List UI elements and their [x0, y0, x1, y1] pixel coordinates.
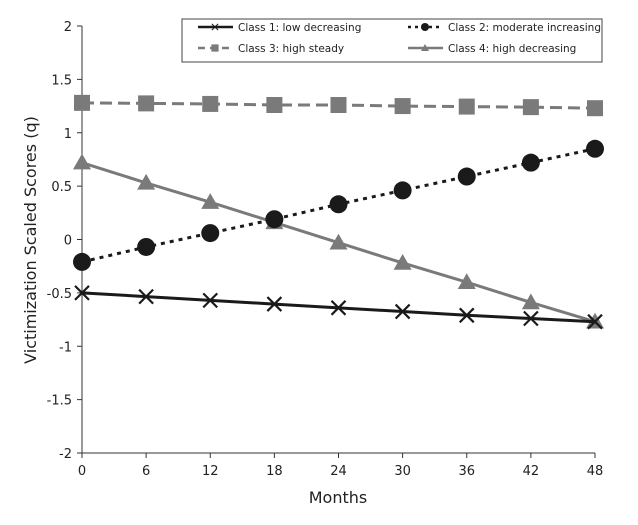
- circle-marker: [73, 252, 91, 271]
- x-tick-label: 48: [587, 464, 604, 479]
- legend-label: Class 4: high decreasing: [448, 43, 576, 55]
- x-stroke: [523, 310, 539, 327]
- y-axis-label: Victimization Scaled Scores (q): [21, 116, 40, 364]
- x-marker: [587, 313, 603, 330]
- y-tick-label: 2: [64, 20, 72, 35]
- y-tick-label: 1.5: [51, 73, 72, 88]
- x-tick-label: 18: [266, 464, 283, 479]
- x-stroke: [330, 300, 347, 316]
- circle-marker: [201, 224, 220, 243]
- series-3: [74, 94, 603, 117]
- x-stroke: [211, 23, 219, 31]
- y-tick-label: 0: [64, 234, 72, 249]
- square-marker: [202, 95, 219, 112]
- legend-item-1: Class 1: low decreasing: [198, 22, 361, 34]
- y-tick-label: 1: [64, 127, 72, 142]
- triangle-marker: [73, 153, 91, 170]
- x-marker: [211, 23, 219, 31]
- series-1: [74, 285, 603, 330]
- x-tick-label: 36: [458, 464, 475, 479]
- x-stroke: [138, 288, 154, 305]
- x-marker: [330, 300, 347, 316]
- x-stroke: [74, 285, 90, 301]
- legend-label: Class 1: low decreasing: [238, 22, 361, 34]
- triangle-marker: [521, 293, 540, 310]
- legend: Class 1: low decreasing Class 2: moderate…: [181, 18, 603, 63]
- legend-box: [181, 18, 603, 63]
- x-stroke: [587, 313, 603, 330]
- x-stroke: [266, 296, 283, 312]
- series-group: [73, 94, 604, 330]
- x-tick-label: 6: [142, 464, 150, 479]
- axes: -2 -1.5 -1 -0.5 0 0.5 1 1.5 2 0 6 12 18 24 30 36 42 48: [47, 20, 604, 479]
- legend-item-4: Class 4: high decreasing: [408, 43, 576, 55]
- y-tick-label: -1.5: [47, 394, 72, 409]
- x-marker: [458, 307, 475, 324]
- circle-marker: [137, 237, 156, 256]
- x-tick-label: 24: [330, 464, 347, 479]
- square-marker: [266, 96, 283, 113]
- circle-marker: [586, 139, 604, 158]
- y-tick-label: 0.5: [51, 180, 72, 195]
- x-marker: [394, 303, 411, 320]
- legend-item-2: Class 2: moderate increasing: [408, 22, 601, 34]
- square-marker: [74, 94, 90, 111]
- square-marker: [394, 98, 411, 115]
- square-marker: [211, 44, 219, 52]
- x-axis-label: Months: [309, 488, 367, 507]
- x-marker: [202, 292, 219, 309]
- x-marker: [523, 310, 539, 327]
- circle-marker: [521, 153, 540, 172]
- x-marker: [138, 288, 154, 305]
- y-tick-label: -2: [59, 447, 72, 462]
- circle-marker: [457, 167, 476, 186]
- square-marker: [138, 95, 155, 112]
- triangle-marker: [137, 173, 156, 190]
- x-tick-label: 0: [78, 464, 86, 479]
- x-stroke: [458, 307, 475, 324]
- triangle-marker: [393, 253, 412, 270]
- y-tick-label: -0.5: [47, 287, 72, 302]
- circle-marker: [420, 22, 430, 32]
- legend-item-3: Class 3: high steady: [198, 43, 344, 55]
- x-tick-label: 12: [202, 464, 219, 479]
- square-marker: [458, 98, 475, 115]
- legend-label: Class 3: high steady: [238, 43, 344, 55]
- legend-label: Class 2: moderate increasing: [448, 22, 601, 34]
- triangle-marker: [457, 273, 476, 289]
- x-stroke: [394, 303, 411, 320]
- square-marker: [330, 96, 347, 113]
- x-tick-label: 42: [523, 464, 540, 479]
- x-marker: [266, 296, 283, 312]
- x-tick-label: 30: [394, 464, 411, 479]
- x-stroke: [202, 292, 219, 309]
- x-marker: [74, 285, 90, 301]
- triangle-marker: [201, 193, 220, 209]
- y-tick-label: -1: [59, 340, 72, 355]
- series-2: [73, 139, 604, 271]
- circle-marker: [329, 195, 348, 214]
- triangle-marker: [420, 43, 430, 52]
- square-marker: [522, 99, 539, 116]
- square-marker: [587, 100, 603, 117]
- triangle-marker: [329, 233, 348, 250]
- circle-marker: [393, 181, 412, 200]
- circle-marker: [265, 210, 284, 229]
